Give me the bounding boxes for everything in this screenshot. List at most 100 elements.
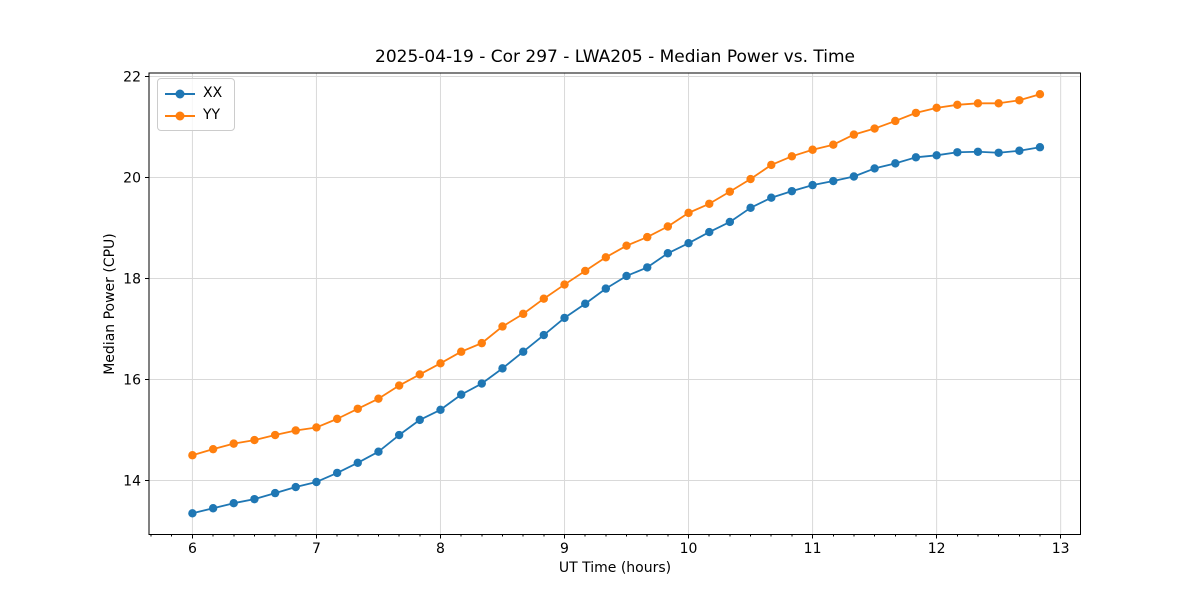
series-marker-xx	[188, 509, 197, 518]
series-marker-yy	[332, 414, 342, 424]
series-line-xx	[191, 146, 1041, 515]
series-marker-yy	[415, 370, 424, 379]
series-marker-xx	[477, 379, 486, 388]
series-marker-yy	[601, 253, 611, 262]
series-marker-yy	[911, 108, 921, 118]
series-marker-xx	[332, 468, 342, 478]
series-marker-yy	[684, 208, 693, 218]
series-marker-xx	[208, 504, 218, 513]
series-marker-yy	[808, 145, 817, 154]
series-marker-xx	[601, 284, 611, 293]
series-marker-xx	[767, 193, 776, 202]
x-axis-label: UT Time (hours)	[558, 560, 672, 576]
series-marker-xx	[312, 477, 321, 487]
series-marker-xx	[643, 263, 652, 272]
plot-border	[148, 72, 1081, 535]
series-marker-yy	[643, 232, 652, 242]
series-marker-xx	[539, 330, 549, 340]
series-marker-yy	[560, 280, 569, 289]
series-marker-yy	[1035, 90, 1045, 99]
series-marker-yy	[663, 222, 673, 231]
series-marker-yy	[787, 152, 797, 161]
series-marker-yy	[622, 241, 631, 250]
series-marker-xx	[891, 159, 900, 168]
series-marker-yy	[394, 381, 404, 390]
series-marker-yy	[270, 430, 280, 440]
series-marker-yy	[312, 423, 321, 432]
series-marker-yy	[250, 435, 259, 445]
y-tick-label: 18	[123, 272, 141, 288]
series-marker-xx	[415, 415, 424, 425]
series-marker-xx	[787, 186, 797, 196]
y-tick-label: 14	[123, 473, 141, 489]
series-marker-xx	[808, 180, 817, 190]
series-marker-yy	[581, 266, 590, 276]
series-marker-xx	[684, 238, 693, 248]
series-marker-xx	[229, 498, 238, 508]
series-marker-xx	[1015, 146, 1024, 155]
series-marker-yy	[953, 100, 962, 110]
y-axis-label: Median Power (CPU)	[102, 233, 118, 375]
series-marker-xx	[973, 147, 983, 156]
series-marker-yy	[456, 347, 466, 356]
legend-label: YY	[203, 107, 221, 123]
series-marker-yy	[477, 338, 486, 348]
series-marker-yy	[436, 359, 445, 368]
y-tick-label: 22	[123, 70, 141, 86]
legend-item-xx: XX	[165, 84, 222, 103]
series-marker-yy	[973, 99, 983, 108]
series-marker-xx	[560, 313, 569, 323]
series-marker-xx	[870, 164, 879, 173]
series-marker-yy	[353, 404, 362, 413]
series-marker-xx	[932, 151, 941, 160]
legend-label: XX	[203, 85, 223, 101]
series-marker-xx	[746, 203, 755, 213]
series-marker-yy	[705, 199, 714, 208]
legend-line-marker-icon	[165, 89, 195, 99]
series-marker-yy	[374, 394, 383, 403]
series-marker-yy	[932, 103, 941, 113]
series-marker-yy	[994, 99, 1003, 108]
series-marker-xx	[291, 482, 300, 492]
x-tick-label: 8	[436, 541, 445, 557]
series-marker-xx	[353, 458, 362, 468]
series-marker-xx	[829, 176, 838, 186]
series-line-yy	[191, 93, 1041, 457]
series-marker-yy	[1015, 96, 1024, 105]
series-marker-xx	[581, 299, 590, 308]
series-marker-yy	[208, 444, 218, 454]
series-marker-yy	[539, 294, 549, 303]
series-marker-xx	[519, 347, 528, 356]
series-marker-xx	[849, 172, 859, 181]
series-marker-yy	[188, 451, 197, 460]
series-marker-xx	[994, 148, 1003, 157]
series-marker-yy	[229, 439, 238, 448]
x-tick-label: 13	[1052, 541, 1070, 557]
series-marker-yy	[746, 174, 755, 184]
series-marker-xx	[705, 227, 714, 237]
series-marker-xx	[622, 271, 631, 281]
series-marker-xx	[394, 430, 404, 440]
series-marker-yy	[725, 187, 735, 196]
y-tick-label: 20	[123, 171, 141, 187]
x-tick-label: 6	[188, 541, 197, 557]
series-marker-xx	[953, 148, 962, 157]
series-marker-yy	[849, 130, 859, 139]
series-marker-xx	[725, 217, 735, 227]
series-marker-xx	[911, 153, 921, 162]
series-marker-xx	[456, 390, 466, 399]
series-marker-xx	[250, 494, 259, 504]
series-marker-xx	[663, 249, 673, 258]
series-marker-xx	[1035, 143, 1045, 152]
series-marker-xx	[374, 447, 383, 456]
y-tick-label: 16	[123, 372, 141, 388]
series-marker-yy	[891, 116, 900, 126]
series-marker-yy	[870, 124, 879, 133]
series-marker-xx	[498, 364, 507, 373]
x-tick-label: 12	[928, 541, 946, 557]
series-marker-xx	[270, 488, 280, 498]
series-marker-yy	[519, 309, 528, 319]
legend-line-marker-icon	[165, 111, 195, 121]
